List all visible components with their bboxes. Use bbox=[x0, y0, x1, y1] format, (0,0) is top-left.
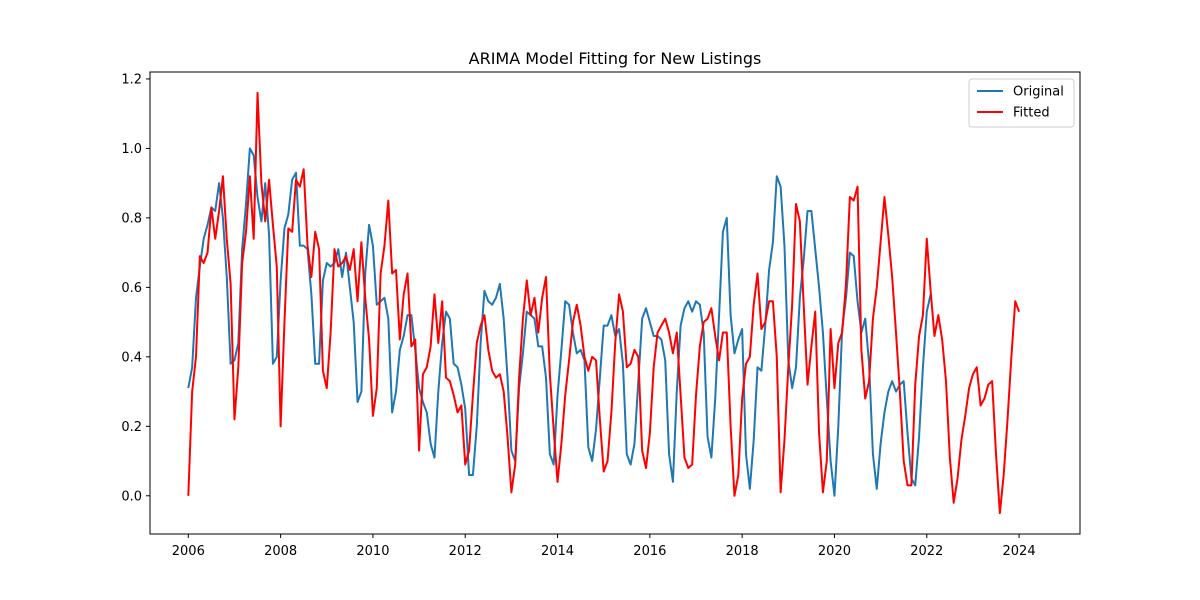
chart-title: ARIMA Model Fitting for New Listings bbox=[469, 49, 762, 68]
plot-frame bbox=[149, 71, 1081, 535]
x-tick-label: 2008 bbox=[264, 544, 297, 559]
legend-label-original: Original bbox=[1013, 85, 1064, 100]
y-axis: 0.0 0.2 0.4 0.6 0.8 1.0 1.2 bbox=[121, 72, 150, 504]
series-line-original bbox=[187, 147, 932, 497]
y-tick-label: 1.2 bbox=[121, 72, 142, 87]
x-tick-label: 2018 bbox=[726, 544, 759, 559]
y-tick-label: 0.0 bbox=[121, 489, 142, 504]
series-line-fitted bbox=[187, 91, 1021, 515]
y-tick-label: 0.4 bbox=[121, 350, 142, 365]
x-tick-label: 2012 bbox=[449, 544, 482, 559]
legend: Original Fitted bbox=[968, 78, 1075, 128]
x-tick-label: 2022 bbox=[910, 544, 943, 559]
y-tick-label: 1.0 bbox=[121, 142, 142, 157]
plot-lines bbox=[187, 91, 1021, 515]
legend-label-fitted: Fitted bbox=[1013, 106, 1050, 121]
x-axis: 2006 2008 2010 2012 2014 2016 2018 2020 2022 2024 bbox=[172, 534, 1036, 559]
x-tick-label: 2024 bbox=[1003, 544, 1036, 559]
x-tick-label: 2016 bbox=[633, 544, 666, 559]
y-tick-label: 0.8 bbox=[121, 211, 142, 226]
x-tick-label: 2010 bbox=[356, 544, 389, 559]
y-tick-label: 0.2 bbox=[121, 420, 142, 435]
x-tick-label: 2006 bbox=[172, 544, 205, 559]
y-tick-label: 0.6 bbox=[121, 281, 142, 296]
x-tick-label: 2020 bbox=[818, 544, 851, 559]
x-tick-label: 2014 bbox=[541, 544, 574, 559]
